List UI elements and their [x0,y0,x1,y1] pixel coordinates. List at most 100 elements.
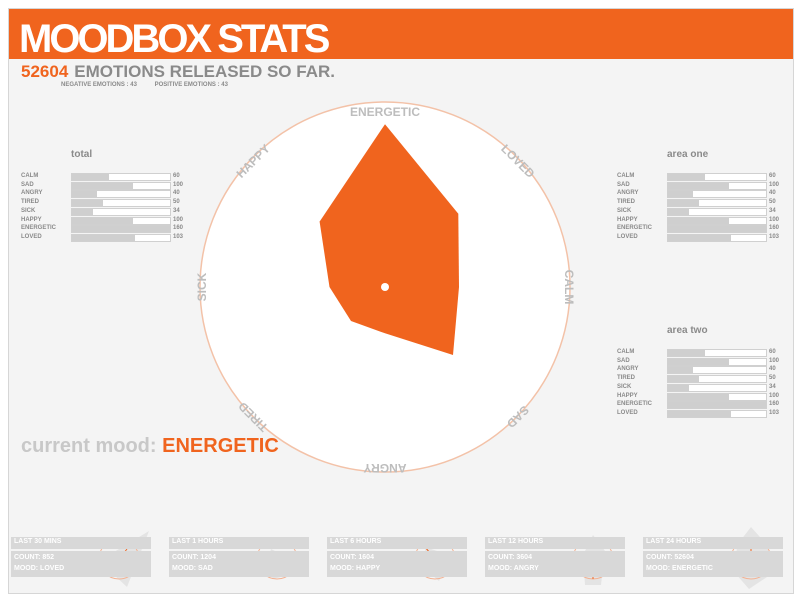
header-bar: MOODBOX STATS [9,9,793,61]
radar-label-energetic: ENERGETIC [350,105,420,119]
panel-title: area one [667,149,709,160]
stat-bar-fill [668,208,689,215]
stat-value: 50 [769,375,776,382]
stat-value: 60 [769,349,776,355]
stat-value: 34 [173,207,180,214]
stat-bar-fill [72,191,97,198]
slot-mood: MOOD: ENERGETIC [646,565,713,572]
stat-row-calm: CALM 60 [615,348,785,357]
stat-row-sad: SAD 100 [19,181,189,190]
stat-bar-fill [668,191,693,198]
stat-value: 160 [769,401,780,408]
stat-bar [667,366,767,375]
history-slot-30-mins[interactable]: LAST 30 MINS COUNT: 852 MOOD: LOVED [11,527,161,593]
slot-title: LAST 30 MINS [14,538,62,545]
stat-value: 50 [769,199,776,206]
history-slot-12-hours[interactable]: LAST 12 HOURS COUNT: 3604 MOOD: ANGRY [485,527,635,593]
stat-label: HAPPY [21,216,42,223]
stat-bar [71,225,171,234]
stat-value: 103 [769,409,780,416]
stat-row-angry: ANGRY 40 [615,365,785,375]
stat-row-happy: HAPPY 100 [615,216,785,225]
stat-label: CALM [617,349,635,355]
stat-label: SICK [21,207,36,214]
stat-label: SAD [617,357,630,364]
stat-label: ENERGETIC [21,225,57,232]
stat-bar-fill [668,226,766,233]
mood-shape [319,124,459,355]
stat-value: 40 [769,190,776,197]
stat-label: SICK [617,383,632,390]
stat-label: TIRED [21,199,39,206]
slot-mood: MOOD: LOVED [14,565,65,572]
stat-bar [667,199,767,208]
stat-bar-fill [668,410,732,417]
radar-center-dot [381,283,389,291]
stat-bar [667,181,767,190]
stat-row-loved: LOVED 103 [615,409,785,418]
stat-label: ANGRY [617,190,639,197]
stat-value: 50 [173,199,180,206]
stat-value: 103 [173,233,184,240]
stat-bar-fill [668,350,705,356]
radar-label-sick: SICK [195,272,209,301]
emotion-subcounts: NEGATIVE EMOTIONS : 43 POSITIVE EMOTIONS… [61,82,244,88]
stat-bar-fill [668,217,730,224]
stat-bar-fill [72,226,170,233]
stat-label: CALM [617,173,635,179]
slot-count: COUNT: 1604 [330,554,374,561]
stat-bar [71,173,171,181]
stat-value: 60 [173,173,180,179]
stat-row-loved: LOVED 103 [615,233,785,242]
stat-row-tired: TIRED 50 [19,198,189,208]
stat-value: 40 [173,190,180,197]
stat-bar [667,207,767,216]
stat-row-tired: TIRED 50 [615,198,785,208]
history-slot-1-hours[interactable]: LAST 1 HOURS COUNT: 1204 MOOD: SAD [169,527,319,593]
stat-row-sick: SICK 34 [19,207,189,216]
emotions-total: 52604 EMOTIONS RELEASED SO FAR. [21,62,335,82]
stat-bar [667,401,767,410]
stat-bar-fill [668,174,705,180]
stat-value: 103 [769,233,780,240]
stat-bar [667,233,767,242]
stat-bar-fill [668,358,730,365]
slot-count: COUNT: 52604 [646,554,694,561]
stat-bar-fill [72,200,103,207]
stat-label: LOVED [21,233,42,240]
stat-row-energetic: ENERGETIC 160 [615,400,785,410]
stat-label: TIRED [617,199,635,206]
mood-radar: ENERGETIC LOVED CALM SAD ANGRY TIRED SIC… [195,101,576,475]
stat-bar [71,190,171,199]
slot-count: COUNT: 3604 [488,554,532,561]
stat-bar-fill [72,208,93,215]
stat-bar [667,216,767,225]
current-mood-label: current mood: [21,435,157,457]
stat-bar-fill [668,402,766,409]
stat-label: HAPPY [617,392,638,399]
stat-label: ANGRY [617,366,639,373]
history-slot-24-hours[interactable]: LAST 24 HOURS COUNT: 52604 MOOD: ENERGET… [643,527,793,593]
stat-row-calm: CALM 60 [19,172,189,181]
slot-count: COUNT: 852 [14,554,55,561]
app-window: MOODBOX STATS 52604 EMOTIONS RELEASED SO … [8,8,794,594]
history-slot-6-hours[interactable]: LAST 6 HOURS COUNT: 1604 MOOD: HAPPY [327,527,477,593]
stat-label: ANGRY [21,190,43,197]
stat-value: 100 [769,181,780,188]
stat-bar [71,207,171,216]
slot-title: LAST 6 HOURS [330,538,382,545]
stat-bar [667,190,767,199]
stat-bar-fill [668,182,730,189]
stat-label: LOVED [617,233,638,240]
stat-label: TIRED [617,375,635,382]
stat-value: 100 [769,216,780,223]
stat-row-angry: ANGRY 40 [19,189,189,199]
stat-label: SAD [21,181,34,188]
stat-label: LOVED [617,409,638,416]
stat-bar-fill [668,393,730,400]
stat-bar [71,181,171,190]
panel-title: total [71,149,93,160]
negative-count: NEGATIVE EMOTIONS : 43 [61,82,137,88]
stat-label: SAD [617,181,630,188]
stat-label: CALM [21,173,39,179]
